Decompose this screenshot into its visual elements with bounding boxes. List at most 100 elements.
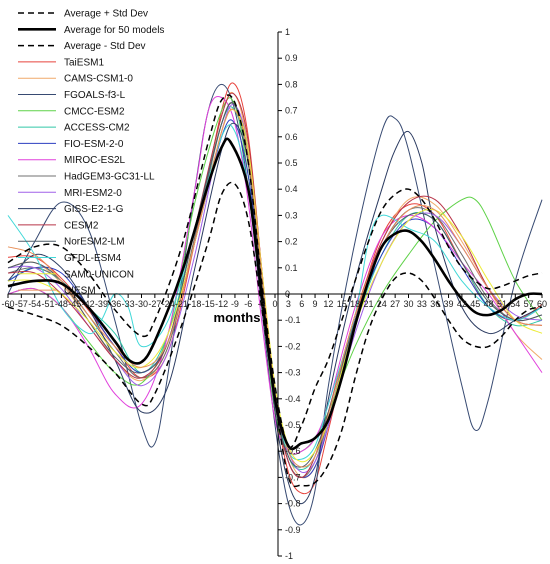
legend-item-hadgem3-gc31-ll: HadGEM3-GC31-LL (18, 172, 155, 183)
legend-label: GISS-E2-1-G (64, 204, 124, 215)
x-tick-label: -51 (42, 299, 55, 309)
x-tick-label: -21 (175, 299, 188, 309)
legend-item-sam0-unicon: SAM0-UNICON (18, 269, 134, 280)
y-tick-label: 0.1 (285, 263, 298, 273)
legend-item-cams-csm1-0: CAMS-CSM1-0 (18, 74, 133, 85)
x-tick-label: -45 (68, 299, 81, 309)
legend-item-mri-esm2-0: MRI-ESM2-0 (18, 188, 122, 199)
y-tick-label: 0.2 (285, 237, 298, 247)
legend-label: Average + Std Dev (64, 9, 148, 20)
x-tick-label: -30 (135, 299, 148, 309)
legend-label: FGOALS-f3-L (64, 90, 126, 101)
legend-label: CIESM (64, 286, 96, 297)
y-tick-label: -1 (285, 551, 293, 561)
x-axis-title: months (214, 310, 261, 325)
x-tick-label: -15 (202, 299, 215, 309)
x-tick-label: -6 (244, 299, 252, 309)
series-line-giss-e2-1-g (7, 122, 543, 505)
x-tick-label: -27 (148, 299, 161, 309)
series-line-fgoals-f3-l (7, 83, 543, 526)
x-tick-label: -3 (258, 299, 266, 309)
y-tick-label: 0.7 (285, 106, 298, 116)
legend-item-cesm2: CESM2 (18, 220, 99, 231)
x-tick-label: -39 (95, 299, 108, 309)
x-tick-label: -57 (15, 299, 28, 309)
x-tick-label: -24 (162, 299, 175, 309)
x-tick-label: 21 (363, 299, 373, 309)
legend-label: MIROC-ES2L (64, 155, 126, 166)
legend-label: CMCC-ESM2 (64, 106, 125, 117)
x-tick-label: 57 (524, 299, 534, 309)
legend-item-average-std-dev: Average - Std Dev (18, 41, 146, 52)
x-tick-label: 33 (417, 299, 427, 309)
x-tick-label: -9 (231, 299, 239, 309)
x-tick-label: 45 (470, 299, 480, 309)
legend-label: GFDL-ESM4 (64, 253, 122, 264)
legend-label: ACCESS-CM2 (64, 123, 130, 134)
legend-item-gfdl-esm4: GFDL-ESM4 (18, 253, 122, 264)
x-tick-label: 24 (377, 299, 387, 309)
x-tick-label: 12 (323, 299, 333, 309)
legend-label: SAM0-UNICON (64, 269, 134, 280)
x-tick-label: -60 (1, 299, 14, 309)
x-tick-label: 6 (299, 299, 304, 309)
legend-item-taiesm1: TaiESM1 (18, 57, 104, 68)
y-tick-label: 0.8 (285, 79, 298, 89)
y-tick-label: 0.4 (285, 184, 298, 194)
x-tick-label: 3 (286, 299, 291, 309)
x-tick-label: -42 (82, 299, 95, 309)
y-tick-label: 0.6 (285, 132, 298, 142)
legend-item-access-cm2: ACCESS-CM2 (18, 123, 130, 134)
x-tick-label: 27 (390, 299, 400, 309)
x-tick-label: -48 (55, 299, 68, 309)
legend-item-noresm2-lm: NorESM2-LM (18, 237, 125, 248)
x-tick-label: 30 (403, 299, 413, 309)
x-tick-label: 15 (337, 299, 347, 309)
x-tick-label: -36 (108, 299, 121, 309)
legend-item-cmcc-esm2: CMCC-ESM2 (18, 106, 125, 117)
x-tick-label: 9 (313, 299, 318, 309)
x-tick-label: 39 (444, 299, 454, 309)
legend-item-giss-e2-1-g: GISS-E2-1-G (18, 204, 124, 215)
y-tick-label: -0.5 (285, 420, 301, 430)
legend-label: HadGEM3-GC31-LL (64, 172, 155, 183)
axes-layer: -60 -57 -54 -51 -48 -45 -42 -39 -36 -33 -30 -27 -24-… (1, 27, 547, 561)
legend-label: MRI-ESM2-0 (64, 188, 122, 199)
series-layer (7, 82, 543, 526)
legend-item-ciesm: CIESM (18, 286, 96, 297)
legend-label: CESM2 (64, 220, 99, 231)
x-tick-label: -54 (28, 299, 41, 309)
legend-label: TaiESM1 (64, 57, 104, 68)
legend-label: NorESM2-LM (64, 237, 125, 248)
series-line-average-std-dev (7, 94, 543, 449)
y-tick-label: -0.3 (285, 368, 301, 378)
legend: Average + Std Dev Average for 50 models Av… (18, 9, 164, 297)
y-tick-label: 0 (285, 289, 290, 299)
y-tick-label: -0.8 (285, 499, 301, 509)
y-tick-label: 0.5 (285, 158, 298, 168)
series-line-average-for-50-models (7, 137, 543, 451)
legend-item-average-for-50-models: Average for 50 models (18, 25, 164, 36)
legend-label: CAMS-CSM1-0 (64, 74, 133, 85)
series-line-miroc-es2l (7, 95, 543, 455)
legend-item-average-std-dev: Average + Std Dev (18, 9, 148, 20)
x-tick-label: 36 (430, 299, 440, 309)
x-tick-label: 60 (537, 299, 547, 309)
x-tick-label: -33 (122, 299, 135, 309)
y-tick-label: -0.7 (285, 472, 301, 482)
x-tick-label: 18 (350, 299, 360, 309)
legend-item-miroc-es2l: MIROC-ES2L (18, 155, 126, 166)
x-tick-label: 51 (497, 299, 507, 309)
series-line-average-std-dev (7, 181, 543, 488)
y-tick-label: -0.9 (285, 525, 301, 535)
y-tick-label: 0.9 (285, 53, 298, 63)
y-tick-label: 0.3 (285, 210, 298, 220)
x-tick-label: 54 (510, 299, 520, 309)
x-tick-label: -18 (188, 299, 201, 309)
y-tick-label: -0.6 (285, 446, 301, 456)
legend-item-fio-esm-2-0: FIO-ESM-2-0 (18, 139, 124, 150)
x-tick-label: 42 (457, 299, 467, 309)
series-line-sam0-unicon (7, 108, 543, 463)
legend-label: Average for 50 models (64, 25, 164, 36)
